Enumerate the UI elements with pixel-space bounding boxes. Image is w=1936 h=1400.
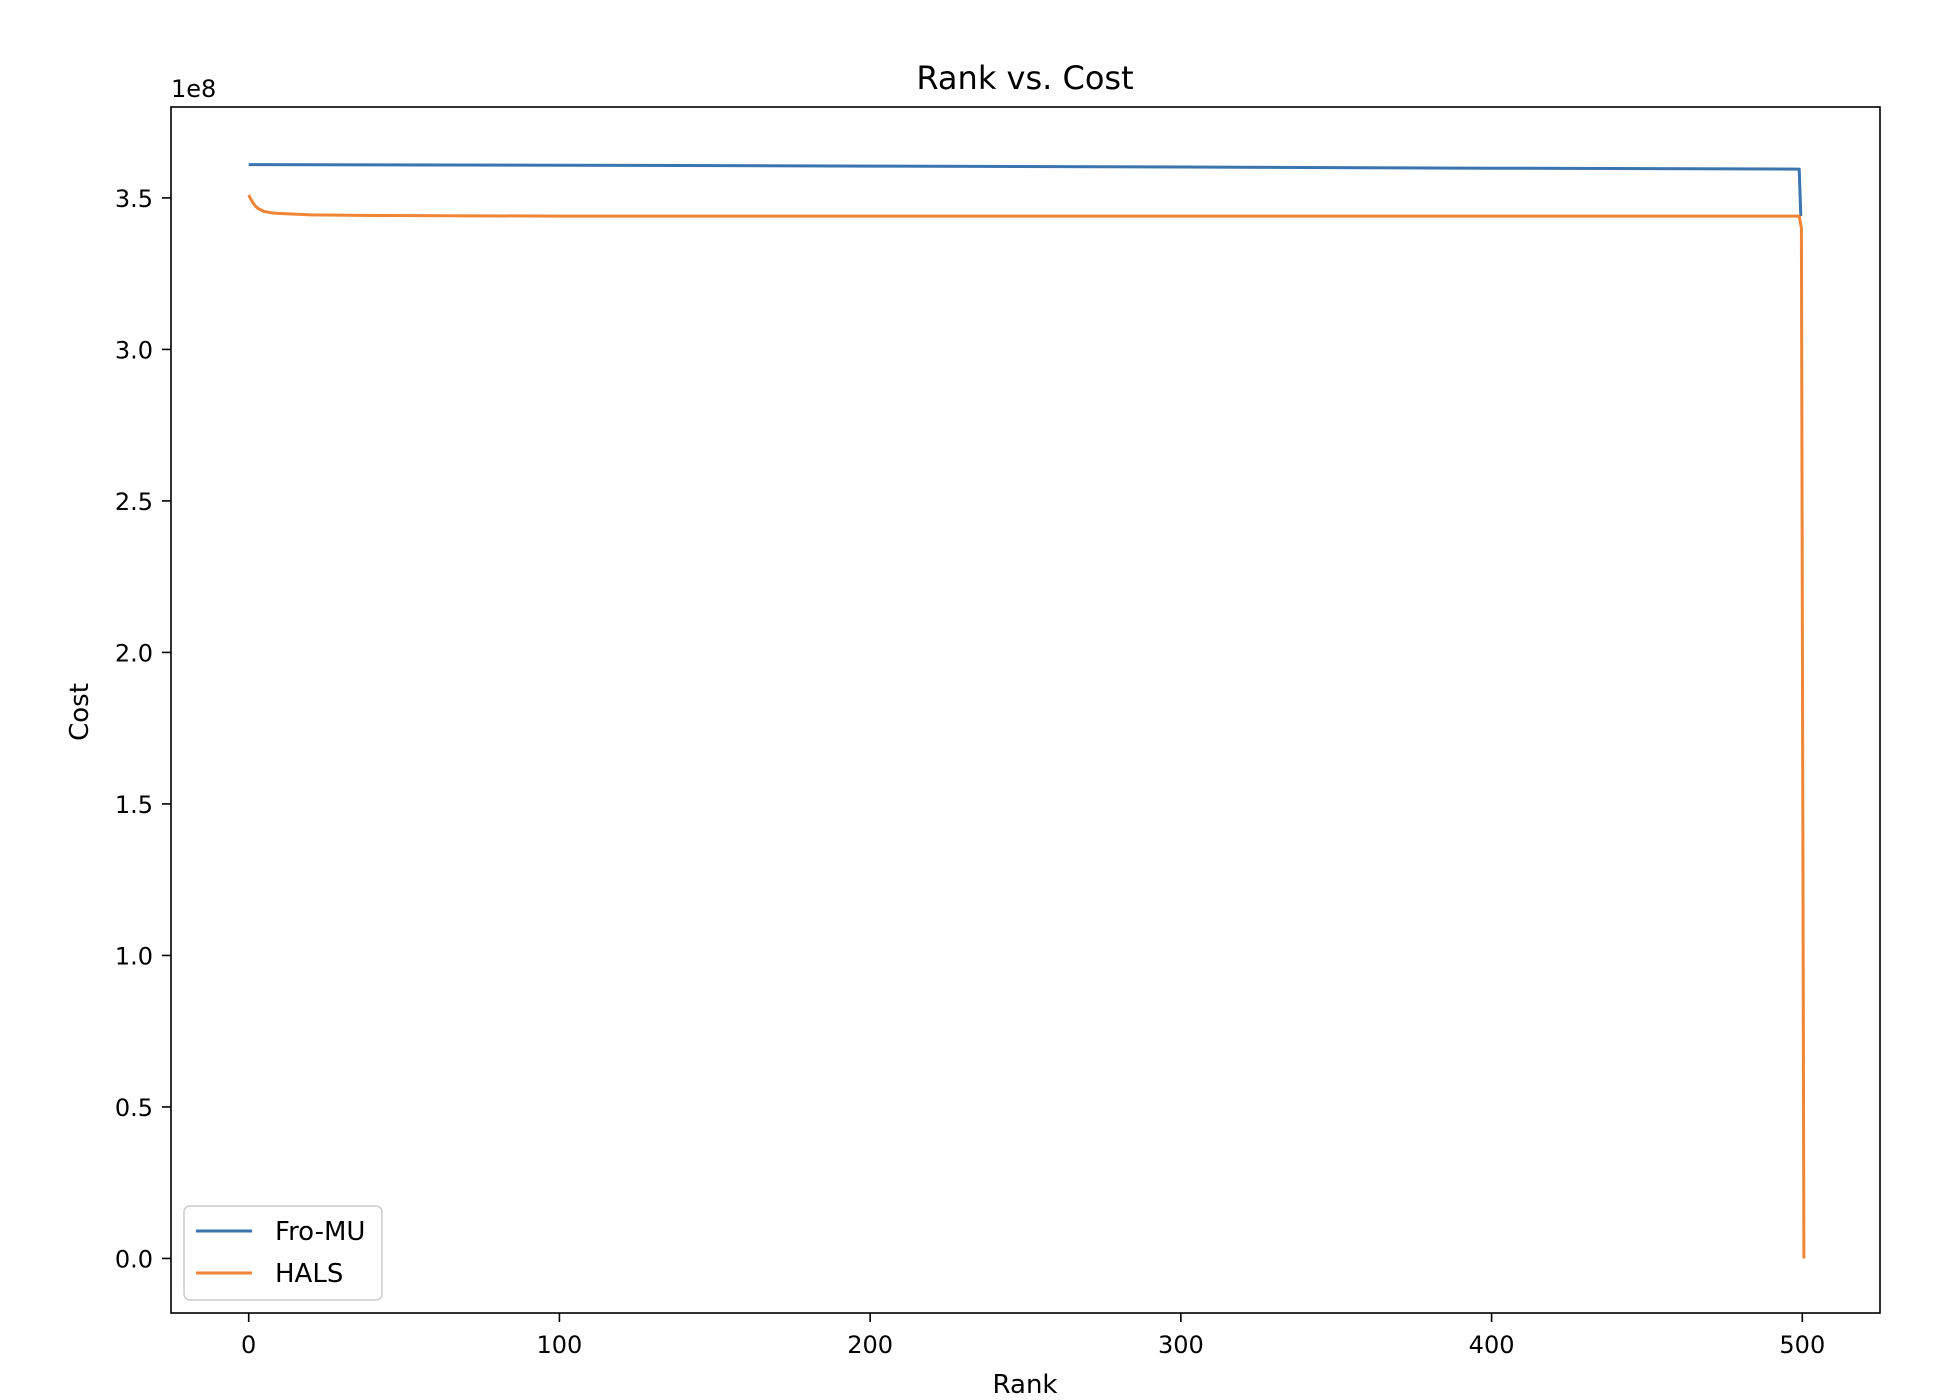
plot-frame [170,106,1881,1314]
series-line-fro-mu [248,163,1803,217]
y-tick-label: 3.5 [115,185,153,213]
x-tick-label: 500 [1779,1331,1825,1359]
x-axis-label: Rank [993,1370,1058,1400]
plot-background [171,107,1880,1313]
series-layer [247,163,1806,1259]
y-tick-label: 1.5 [115,791,153,819]
x-tick-label: 300 [1158,1331,1204,1359]
series-line-hals [247,194,1806,1259]
y-offset-label: 1e8 [171,75,216,103]
x-axis-ticks: 0 100 200 300 400 500 [241,1313,1825,1359]
y-tick-label: 2.5 [115,488,153,516]
x-tick-label: 0 [241,1331,256,1359]
y-tick-label: 0.0 [115,1245,153,1273]
legend: Fro-MU HALS [183,1205,383,1301]
y-axis-label: Cost [65,683,95,741]
y-tick-label: 2.0 [115,639,153,667]
legend-label-hals: HALS [275,1259,343,1289]
x-tick-label: 400 [1469,1331,1515,1359]
y-tick-label: 1.0 [115,942,153,970]
y-tick-label: 0.5 [115,1094,153,1122]
x-tick-label: 200 [847,1331,893,1359]
x-tick-label: 100 [537,1331,583,1359]
y-tick-label: 3.0 [115,336,153,364]
chart-title: Rank vs. Cost [916,59,1133,97]
y-axis-ticks: 0.0 0.5 1.0 1.5 2.0 2.5 3.0 3.5 [115,185,171,1273]
legend-label-fro-mu: Fro-MU [275,1217,365,1247]
